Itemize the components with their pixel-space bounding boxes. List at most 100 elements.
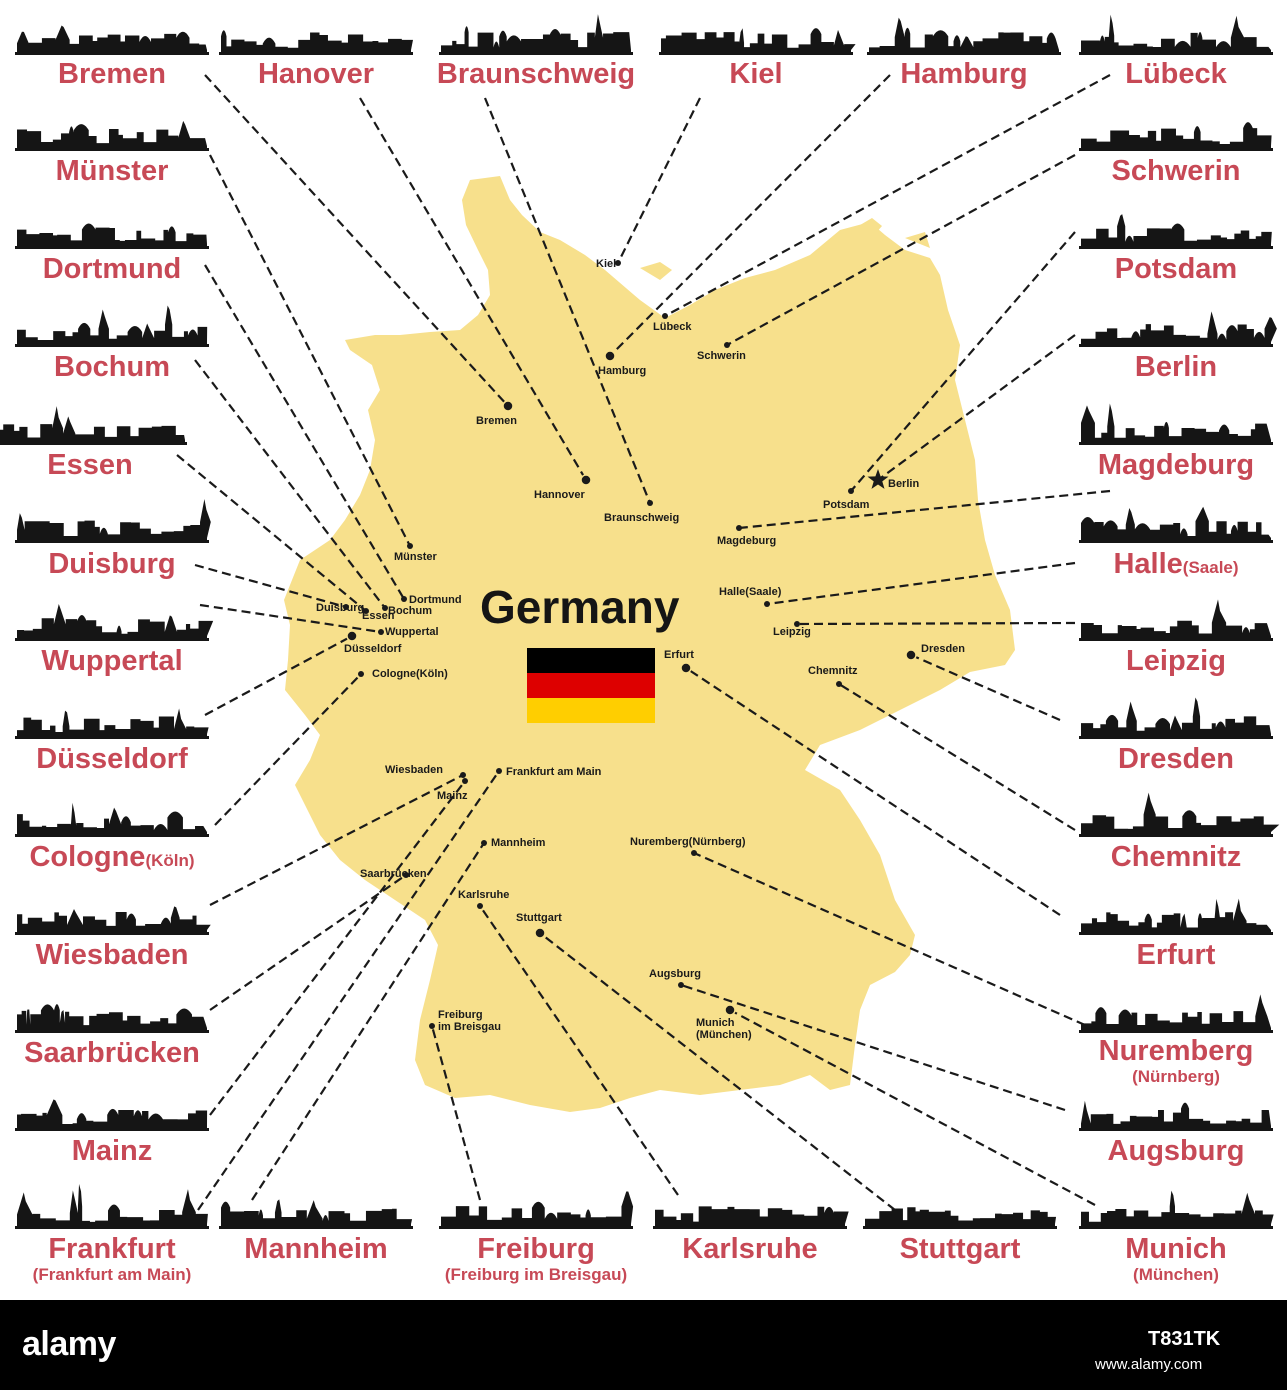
skyline-label-bochum: Bochum [54,351,170,383]
skyline-saarbruecken [17,1004,207,1032]
skyline-label-luebeck: Lübeck [1125,58,1227,90]
city-marker-freiburg [429,1023,435,1029]
skyline-label-potsdam: Potsdam [1115,253,1237,285]
skyline-label-halle: Halle(Saale) [1113,548,1238,580]
skyline-kiel [661,28,856,54]
city-marker-leipzig [794,621,800,627]
skyline-base-wiesbaden [15,932,209,935]
map-label-mannheim: Mannheim [491,837,546,849]
map-label-wuppertal: Wuppertal [385,626,439,638]
skyline-label-stuttgart: Stuttgart [900,1233,1021,1265]
skyline-base-karlsruhe [653,1226,847,1229]
city-marker-potsdam [848,488,854,494]
city-marker-mannheim [481,840,487,846]
skyline-label-bremen: Bremen [58,58,166,90]
skyline-base-schwerin [1079,148,1273,151]
city-marker-braunschweig [647,500,653,506]
skyline-base-magdeburg [1079,442,1273,445]
skyline-base-erfurt [1079,932,1273,935]
skyline-base-luebeck [1079,52,1273,55]
skyline-label-wuppertal: Wuppertal [41,645,182,677]
skyline-label-leipzig: Leipzig [1126,645,1226,677]
city-marker-mainz [462,778,468,784]
leader-line-bochum [194,359,386,609]
skyline-sublabel-frankfurt: (Frankfurt am Main) [33,1265,192,1284]
map-label-mainz: Mainz [437,790,468,802]
leader-line-mannheim [251,842,485,1201]
skyline-stuttgart [865,1207,1057,1228]
skyline-panels: Bremen Hanover Braunschweig Kiel Hamburg Lübe… [0,14,1280,1284]
skyline-potsdam [1081,214,1272,248]
skyline-chemnitz [1081,792,1280,836]
city-marker-munich [724,1004,736,1016]
map-label-schwerin: Schwerin [697,350,746,362]
map-label-luebeck: Lübeck [653,321,692,333]
map-label-dresden: Dresden [921,643,965,655]
map-label-halle: Halle(Saale) [719,586,782,598]
usedom-island-shape [905,232,930,248]
skyline-mainz [17,1099,208,1130]
map-label-duisburg: Duisburg [316,602,364,614]
city-marker-chemnitz [836,681,842,687]
skyline-label-wiesbaden: Wiesbaden [36,939,189,971]
city-marker-erfurt [680,662,692,674]
alamy-logo: alamy [22,1325,116,1363]
skyline-base-chemnitz [1079,834,1273,837]
skyline-erfurt [1081,898,1271,934]
map-sublabel-freiburg: im Breisgau [438,1021,501,1033]
skyline-base-essen [0,442,187,445]
skyline-base-dortmund [15,246,209,249]
skyline-duesseldorf [17,708,209,738]
skyline-augsburg [1081,1100,1271,1130]
skyline-wiesbaden [17,906,211,934]
skyline-label-schwerin: Schwerin [1112,155,1241,187]
skyline-braunschweig [441,14,631,55]
skyline-leipzig [1081,599,1271,640]
leader-line-berlin [877,334,1076,481]
skyline-base-hamburg [867,52,1061,55]
skyline-sublabel-freiburg: (Freiburg im Breisgau) [445,1265,627,1284]
leader-line-essen [176,454,367,612]
skyline-dresden [1081,697,1271,738]
skyline-label-dortmund: Dortmund [43,253,182,285]
leader-line-stuttgart [539,932,896,1211]
skyline-base-duisburg [15,540,209,543]
skyline-hanover [221,30,414,54]
skyline-magdeburg [1081,403,1271,444]
skyline-label-magdeburg: Magdeburg [1098,449,1254,481]
city-marker-muenster [407,543,413,549]
city-marker-dresden [905,649,917,661]
skyline-essen [0,406,185,444]
skyline-base-kiel [659,52,853,55]
skyline-label-freiburg: Freiburg [477,1233,595,1265]
leader-line-braunschweig [483,97,652,504]
map-label-magdeburg: Magdeburg [717,535,776,547]
skyline-base-berlin [1079,344,1273,347]
footer-bar [0,1300,1287,1390]
skyline-hamburg [869,17,1059,54]
map-label-cologne: Cologne(Köln) [372,668,448,680]
leader-line-muenster [209,154,411,547]
city-marker-hamburg [604,350,616,362]
city-marker-schwerin [724,342,730,348]
skyline-label-erfurt: Erfurt [1137,939,1216,971]
skyline-muenster [17,120,207,150]
skyline-base-saarbruecken [15,1030,209,1033]
skyline-cologne [17,802,207,836]
skyline-wuppertal [17,603,214,640]
map-label-freiburg: Freiburg [438,1009,483,1021]
city-marker-wuppertal [378,629,384,635]
skyline-bochum [17,305,208,346]
skyline-mannheim [221,1199,413,1228]
city-marker-cologne [358,671,364,677]
germany-land-shape [284,176,1015,1112]
skyline-base-wuppertal [15,638,209,641]
skyline-duisburg [17,499,211,542]
skyline-label-saarbruecken: Saarbrücken [24,1037,200,1069]
leader-line-hanover [359,97,587,481]
leader-line-kiel [617,97,701,264]
skyline-label-hanover: Hanover [258,58,374,90]
skyline-base-bochum [15,344,209,347]
map-label-nuremberg: Nuremberg(Nürnberg) [630,836,746,848]
leader-line-wiesbaden [209,774,464,906]
